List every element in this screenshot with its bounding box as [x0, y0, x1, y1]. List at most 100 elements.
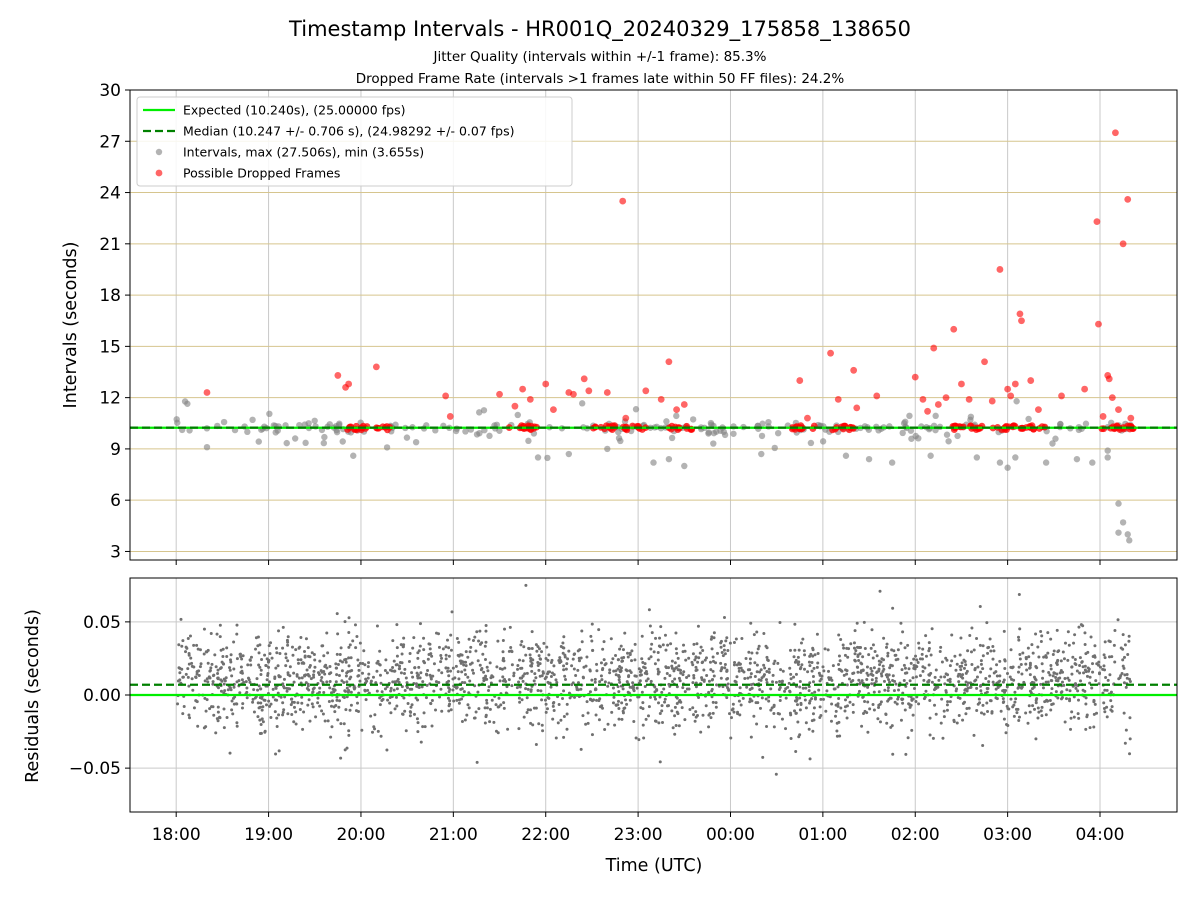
residual-point — [235, 680, 239, 684]
residual-point — [1018, 653, 1022, 657]
dropped-frame-point — [934, 401, 942, 408]
residual-point — [221, 655, 225, 659]
residual-point — [1002, 717, 1006, 721]
residual-point — [712, 636, 716, 640]
residual-point — [1067, 643, 1071, 647]
residual-point — [545, 707, 549, 711]
residual-point — [277, 675, 281, 679]
residual-point — [667, 666, 671, 670]
residual-point — [884, 673, 888, 677]
residual-point — [1088, 675, 1092, 679]
residual-point — [837, 697, 841, 701]
residual-point — [906, 643, 910, 647]
residual-point — [576, 668, 580, 672]
residual-point — [361, 661, 365, 665]
residual-point — [391, 665, 395, 669]
residual-point — [198, 665, 202, 669]
residual-point — [1101, 691, 1105, 695]
residual-point — [954, 668, 958, 672]
residual-point — [853, 629, 857, 633]
residual-point — [620, 701, 624, 705]
residual-point — [1117, 677, 1121, 681]
residual-point — [740, 636, 744, 640]
x-tick-label: 19:00 — [244, 825, 293, 845]
residual-point — [536, 645, 540, 649]
residual-point — [710, 689, 714, 693]
residual-point — [620, 659, 624, 663]
residual-point — [901, 701, 905, 705]
residual-point — [225, 716, 229, 720]
residual-point — [959, 668, 963, 672]
residual-point — [517, 696, 521, 700]
residual-point — [191, 688, 195, 692]
residual-point — [979, 689, 983, 693]
residual-point — [485, 665, 489, 669]
residual-point — [903, 646, 907, 650]
top-y-tick-label: 6 — [110, 491, 121, 511]
residual-point — [524, 687, 528, 691]
residual-point — [534, 676, 538, 680]
residual-point — [896, 657, 900, 661]
residual-point — [232, 702, 236, 706]
residual-point — [181, 712, 185, 716]
residual-point — [283, 695, 287, 699]
residual-point — [881, 664, 885, 668]
residual-point — [833, 687, 837, 691]
residual-point — [809, 652, 813, 656]
residual-point — [176, 679, 180, 683]
legend-dropped-swatch — [155, 169, 163, 177]
residual-point — [277, 749, 281, 753]
residual-point — [261, 705, 265, 709]
residual-point — [562, 714, 566, 718]
residual-point — [246, 663, 250, 667]
residual-point — [446, 638, 450, 642]
residual-point — [216, 672, 220, 676]
dropped-frame-point — [442, 392, 450, 400]
residual-point — [1025, 668, 1029, 672]
residual-point — [652, 650, 656, 654]
residual-point — [883, 688, 887, 692]
residual-point — [1051, 652, 1055, 656]
residual-point — [750, 651, 754, 655]
residual-point — [911, 697, 915, 701]
dropped-frame-point — [570, 390, 577, 398]
residual-point — [661, 643, 665, 647]
residual-point — [267, 659, 271, 663]
residual-point — [550, 658, 554, 662]
residual-point — [619, 644, 623, 648]
residual-point — [798, 679, 802, 683]
residual-point — [257, 651, 261, 655]
residual-point — [632, 687, 636, 691]
residual-point — [952, 720, 956, 724]
residual-point — [329, 704, 333, 708]
residual-point — [609, 637, 613, 641]
residual-point — [694, 710, 698, 714]
residual-point — [590, 639, 594, 643]
residual-point — [816, 652, 820, 656]
residual-point — [530, 662, 534, 666]
residual-point — [975, 636, 979, 640]
residual-point — [552, 664, 556, 668]
residual-point — [506, 727, 510, 731]
residual-point — [321, 712, 325, 716]
residual-point — [1036, 706, 1040, 710]
residual-point — [872, 708, 876, 712]
residual-point — [954, 689, 958, 693]
residual-point — [334, 704, 338, 708]
residual-point — [255, 677, 259, 681]
residual-point — [375, 669, 379, 673]
residual-point — [646, 714, 650, 718]
residual-point — [601, 647, 605, 651]
residual-point — [245, 690, 249, 694]
residual-point — [1060, 690, 1064, 694]
residual-point — [1108, 640, 1112, 644]
interval-point — [604, 445, 611, 453]
residual-point — [285, 689, 289, 693]
interval-point — [927, 452, 934, 459]
interval-point — [412, 438, 420, 446]
residual-point — [325, 680, 329, 684]
residual-point — [457, 640, 461, 644]
interval-point — [525, 437, 532, 445]
residual-point — [795, 695, 799, 699]
residual-point — [694, 665, 698, 669]
